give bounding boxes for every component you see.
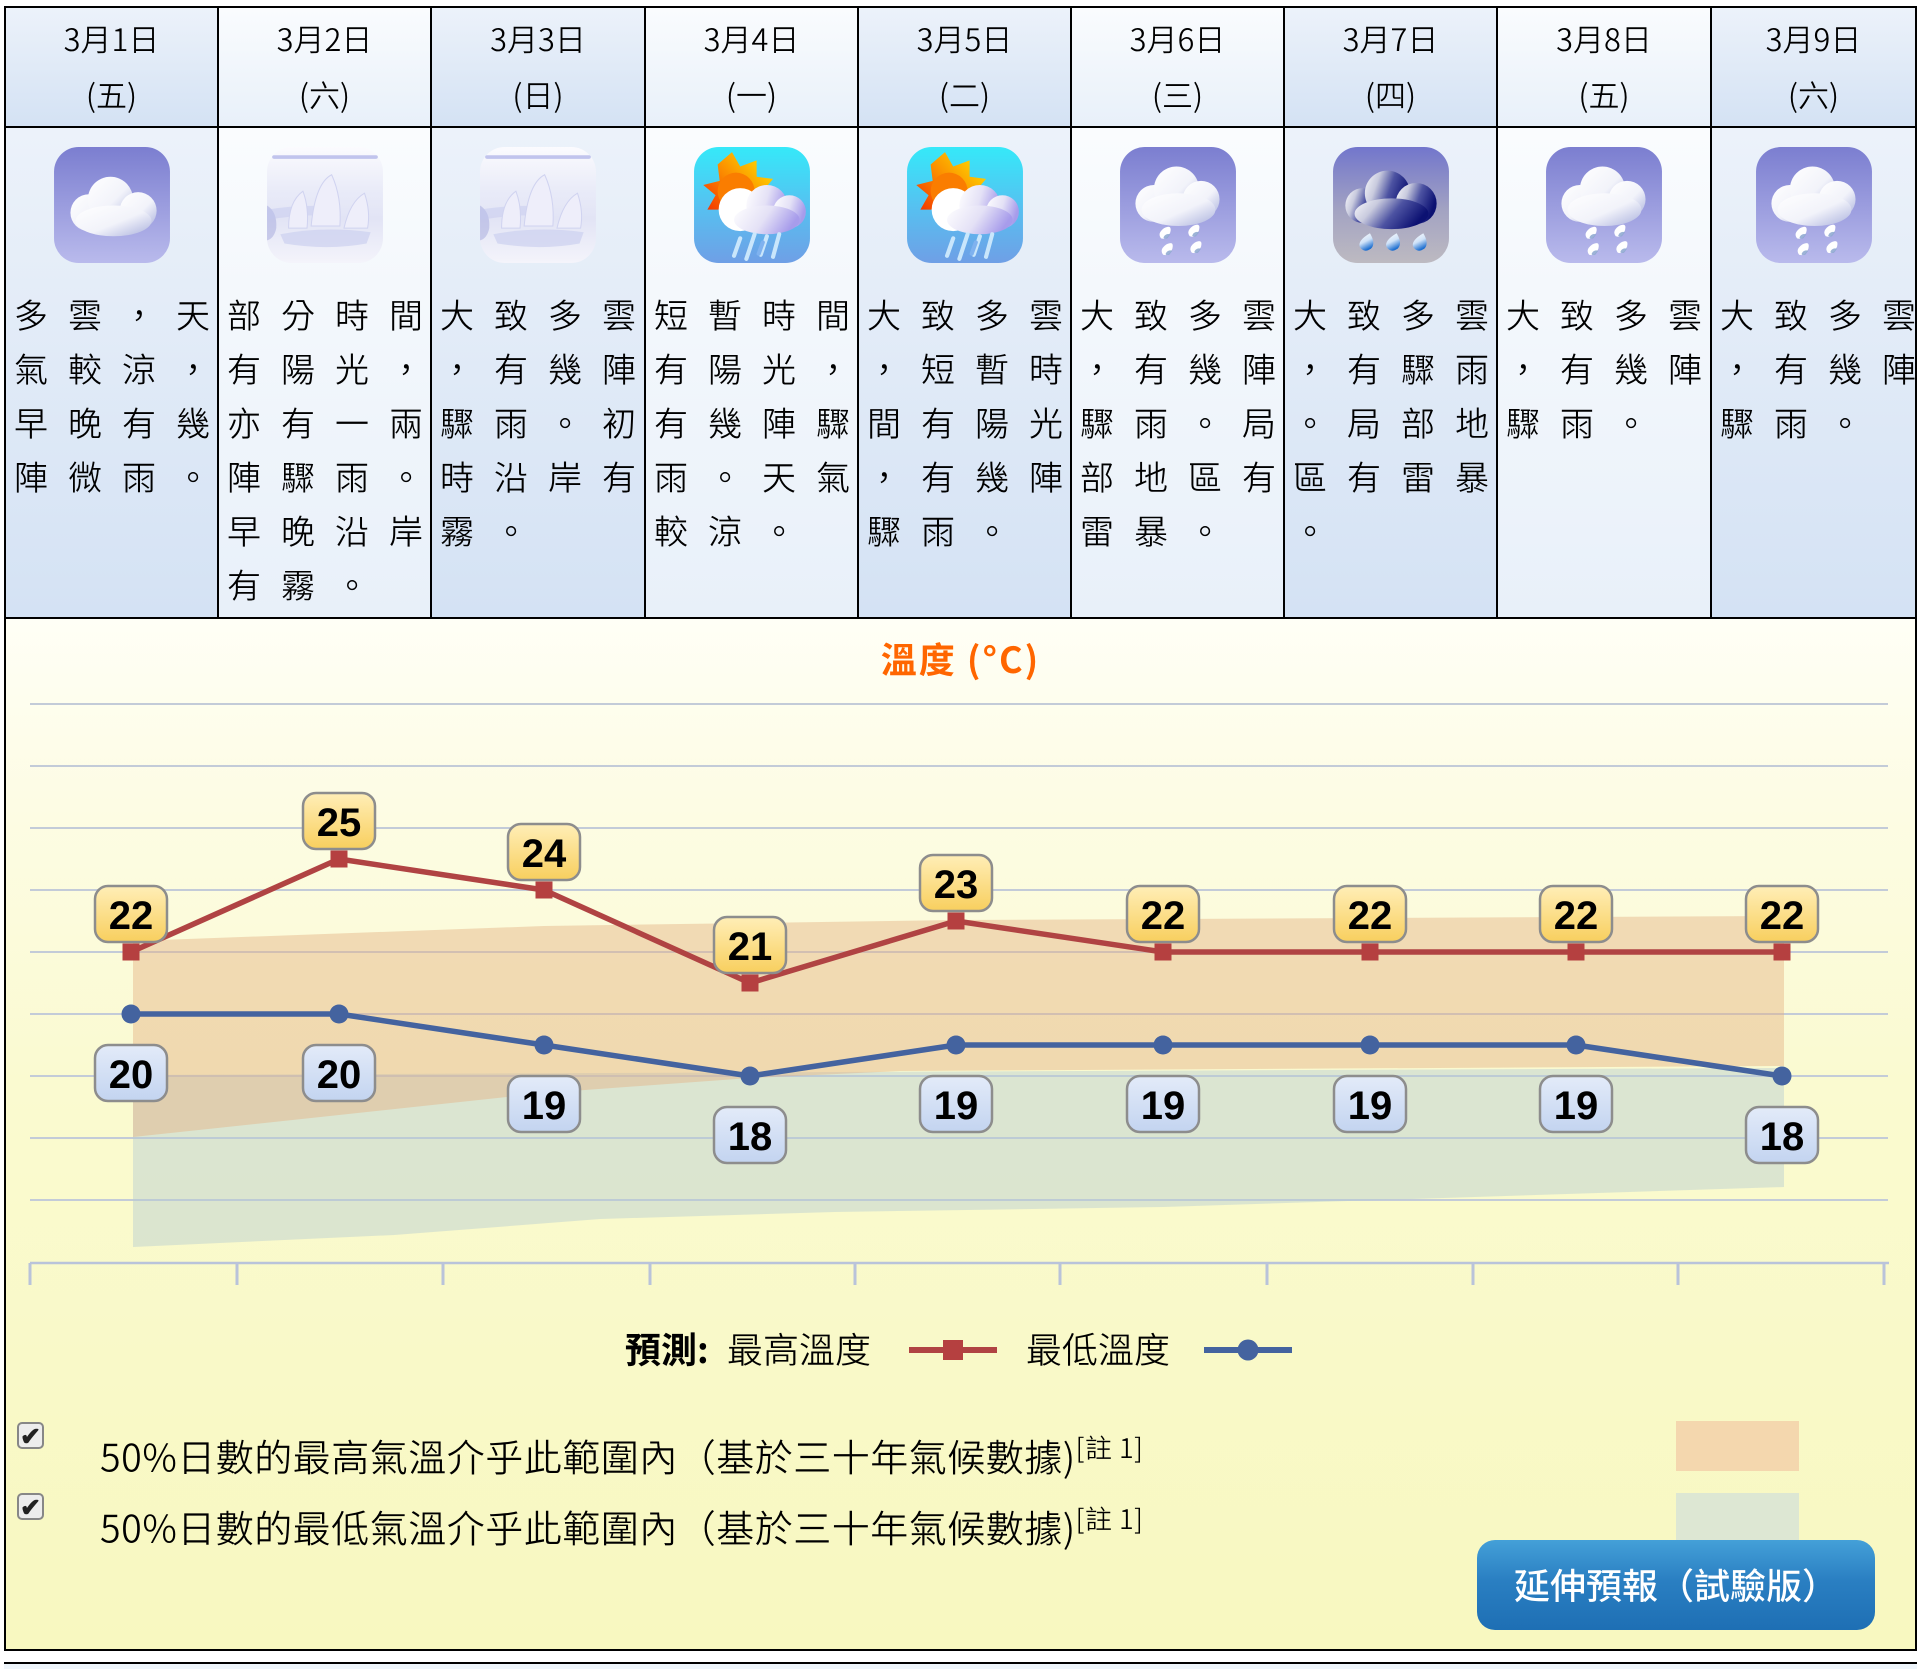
svg-text:最低溫度: 最低溫度 xyxy=(1026,1322,1170,1374)
svg-text:22: 22 xyxy=(1348,894,1393,938)
svg-text:24: 24 xyxy=(522,832,567,876)
svg-text:18: 18 xyxy=(1760,1115,1805,1159)
svg-text:19: 19 xyxy=(1141,1084,1186,1128)
svg-text:25: 25 xyxy=(317,801,362,845)
svg-text:21: 21 xyxy=(728,925,773,969)
svg-text:22: 22 xyxy=(1554,894,1599,938)
svg-text:19: 19 xyxy=(1348,1084,1393,1128)
svg-text:預測:: 預測: xyxy=(625,1322,709,1374)
svg-text:18: 18 xyxy=(728,1115,773,1159)
svg-text:19: 19 xyxy=(1554,1084,1599,1128)
svg-text:22: 22 xyxy=(109,894,154,938)
svg-text:20: 20 xyxy=(317,1053,362,1097)
svg-text:22: 22 xyxy=(1141,894,1186,938)
svg-text:22: 22 xyxy=(1760,894,1805,938)
svg-text:19: 19 xyxy=(522,1084,567,1128)
svg-text:20: 20 xyxy=(109,1053,154,1097)
svg-text:最高溫度: 最高溫度 xyxy=(727,1322,871,1374)
svg-text:23: 23 xyxy=(934,863,979,907)
svg-text:19: 19 xyxy=(934,1084,979,1128)
